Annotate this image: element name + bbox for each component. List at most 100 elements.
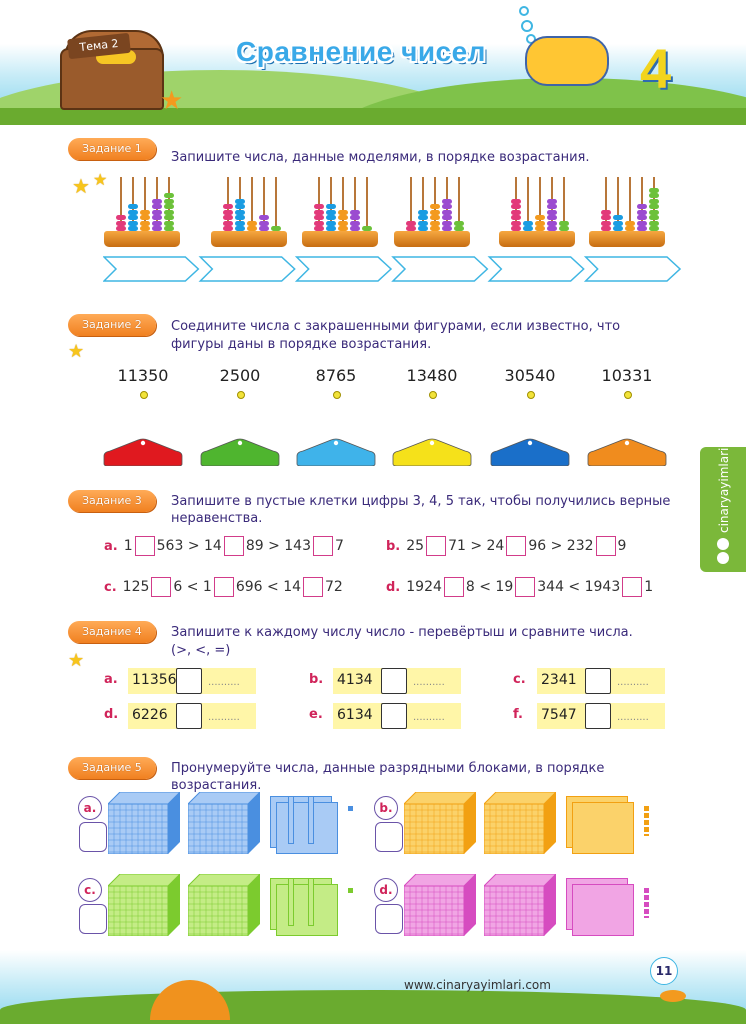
answer-arrow-box[interactable] xyxy=(294,256,393,282)
rank-box[interactable] xyxy=(375,822,403,852)
number: 6226 xyxy=(132,707,168,723)
task2-tag: Задание 2 xyxy=(68,314,156,336)
task3-text-line2: неравенства. xyxy=(171,511,263,526)
compare-box[interactable] xyxy=(381,703,407,729)
compare-box[interactable] xyxy=(176,668,202,694)
task2-number: 30540 xyxy=(504,366,556,385)
answer-arrow-box[interactable] xyxy=(583,256,681,282)
abacus-bead xyxy=(649,193,659,198)
rank-box[interactable] xyxy=(79,904,107,934)
abacus-rod xyxy=(539,177,541,233)
abacus-bead xyxy=(454,220,464,226)
connect-dot[interactable] xyxy=(527,391,535,399)
abacus-bead xyxy=(326,204,336,209)
task2-text-line2: фигуры даны в порядке возрастания. xyxy=(171,337,432,352)
abacus-rod xyxy=(410,177,412,233)
tens-rod xyxy=(308,796,314,844)
task3-text-line1: Запишите в пустые клетки цифры 3, 4, 5 т… xyxy=(171,494,671,509)
digit-box[interactable] xyxy=(151,577,172,597)
abacus-bead xyxy=(430,220,440,226)
fish-icon xyxy=(660,990,686,1002)
answer-field[interactable]: .......... xyxy=(617,712,649,723)
task2-number: 11350 xyxy=(117,366,169,385)
digit-box[interactable] xyxy=(443,577,464,597)
compare-box[interactable] xyxy=(585,703,611,729)
star-icon: ★ xyxy=(93,170,108,189)
connect-dot[interactable] xyxy=(333,440,339,446)
answer-arrow-box[interactable] xyxy=(487,256,585,282)
answer-field[interactable]: .......... xyxy=(413,712,445,723)
inequality-part: 96 > 232 xyxy=(528,538,594,554)
colored-shape[interactable] xyxy=(586,438,668,466)
abacus-bead xyxy=(128,209,138,215)
connect-dot[interactable] xyxy=(237,391,245,399)
digit-box[interactable] xyxy=(515,577,536,597)
answer-field[interactable]: .......... xyxy=(208,677,240,688)
abacus-bead xyxy=(235,198,245,204)
abacus-bead xyxy=(511,226,521,231)
answer-arrow-box[interactable] xyxy=(198,256,296,282)
inequality-3: c. 125 6 < 1 696 < 14 72 xyxy=(104,577,343,598)
abacus-bead xyxy=(259,220,269,226)
item-label: d. xyxy=(386,580,401,595)
answer-field[interactable]: .......... xyxy=(413,677,445,688)
abacus-bead xyxy=(116,226,126,231)
abacus-bead xyxy=(601,209,611,215)
footer-url[interactable]: www.cinaryayimlari.com xyxy=(404,978,551,992)
connect-dot[interactable] xyxy=(237,440,243,446)
connect-dot[interactable] xyxy=(624,391,632,399)
compare-box[interactable] xyxy=(176,703,202,729)
abacus-bead xyxy=(314,209,324,215)
page-title: Сравнение чисел xyxy=(236,36,486,67)
colored-shape[interactable] xyxy=(391,438,473,466)
abacus-bead xyxy=(314,215,324,220)
abacus xyxy=(302,175,378,247)
digit-box[interactable] xyxy=(622,577,643,597)
colored-shape[interactable] xyxy=(489,438,571,466)
block-item-label: c. xyxy=(78,878,102,902)
abacus-bead xyxy=(625,220,635,226)
abacus-rod xyxy=(527,177,529,233)
rank-box[interactable] xyxy=(79,822,107,852)
connect-dot[interactable] xyxy=(140,440,146,446)
digit-box[interactable] xyxy=(303,577,324,597)
connect-dot[interactable] xyxy=(429,440,435,446)
answer-field[interactable]: .......... xyxy=(617,677,649,688)
abacus-bead xyxy=(164,204,174,209)
abacus-bead xyxy=(140,209,150,215)
starfish-icon: ★ xyxy=(160,86,184,116)
digit-box[interactable] xyxy=(213,577,234,597)
answer-field[interactable]: .......... xyxy=(208,712,240,723)
answer-arrow-box[interactable] xyxy=(103,256,200,282)
connect-dot[interactable] xyxy=(429,391,437,399)
abacus-bead xyxy=(547,198,557,204)
item-label: c. xyxy=(513,672,526,687)
digit-box[interactable] xyxy=(595,536,616,556)
abacus-base xyxy=(589,231,665,247)
digit-box[interactable] xyxy=(506,536,527,556)
connect-dot[interactable] xyxy=(333,391,341,399)
digit-box[interactable] xyxy=(223,536,244,556)
connect-dot[interactable] xyxy=(527,440,533,446)
answer-arrow-box[interactable] xyxy=(391,256,489,282)
colored-shape[interactable] xyxy=(295,438,377,466)
digit-box[interactable] xyxy=(134,536,155,556)
abacus-bead xyxy=(140,220,150,226)
task5-tag: Задание 5 xyxy=(68,757,156,779)
colored-shape[interactable] xyxy=(102,438,184,466)
compare-box[interactable] xyxy=(381,668,407,694)
abacus-rod xyxy=(263,177,265,233)
rank-box[interactable] xyxy=(375,904,403,934)
connect-dot[interactable] xyxy=(624,440,630,446)
block-face xyxy=(248,792,260,854)
block-face xyxy=(544,792,556,854)
abacus-bead xyxy=(235,220,245,226)
compare-box[interactable] xyxy=(585,668,611,694)
inequality-part: 72 xyxy=(325,579,343,595)
connect-dot[interactable] xyxy=(140,391,148,399)
side-tab-text: cinaryayimlari xyxy=(717,448,731,533)
colored-shape[interactable] xyxy=(199,438,281,466)
digit-box[interactable] xyxy=(312,536,333,556)
abacus-bead xyxy=(511,198,521,204)
digit-box[interactable] xyxy=(426,536,447,556)
